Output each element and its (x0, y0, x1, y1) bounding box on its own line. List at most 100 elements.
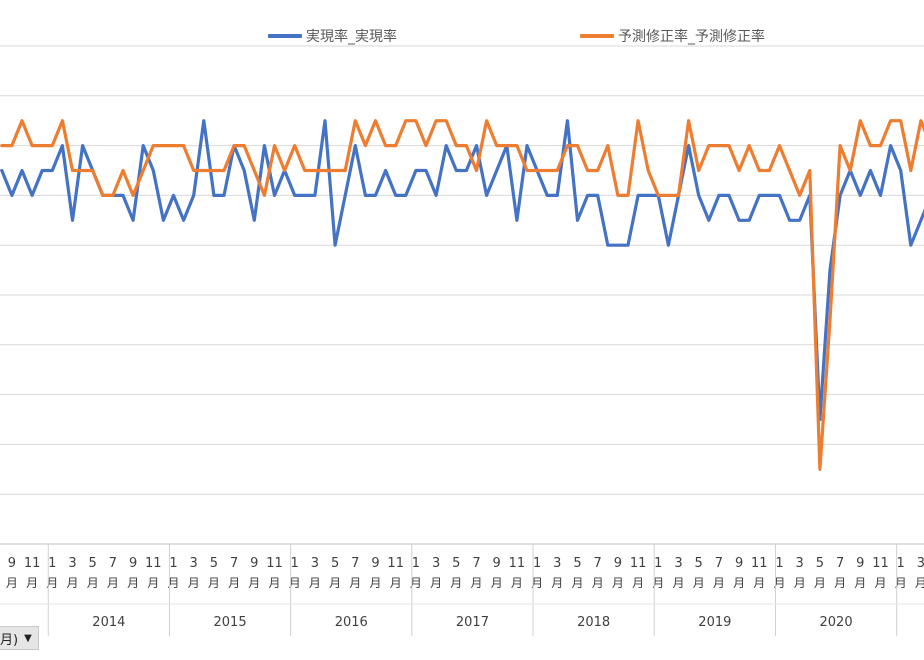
month-suffix-label: 月 (531, 576, 543, 590)
month-tick-label: 9 (614, 556, 622, 571)
month-suffix-label: 月 (592, 576, 604, 590)
legend-swatch-actual (268, 34, 302, 38)
month-tick-label: 7 (715, 556, 723, 571)
month-tick-label: 3 (917, 556, 924, 571)
month-suffix-label: 月 (571, 576, 583, 590)
month-suffix-label: 月 (794, 576, 806, 590)
month-suffix-label: 月 (369, 576, 381, 590)
month-tick-label: 7 (594, 556, 602, 571)
month-tick-label: 1 (412, 556, 420, 571)
month-tick-label: 11 (509, 556, 526, 571)
month-tick-label: 1 (775, 556, 783, 571)
month-suffix-label: 月 (450, 576, 462, 590)
month-suffix-label: 月 (66, 576, 78, 590)
month-tick-label: 7 (351, 556, 359, 571)
month-suffix-label: 月 (147, 576, 159, 590)
month-tick-label: 9 (129, 556, 137, 571)
series-line-forecast (0, 119, 924, 471)
month-tick-label: 3 (674, 556, 682, 571)
legend-item-actual: 実現率_実現率 (268, 26, 397, 46)
year-label: 2015 (214, 615, 247, 630)
month-tick-label: 11 (145, 556, 162, 571)
month-tick-label: 3 (553, 556, 561, 571)
month-tick-label: 1 (48, 556, 56, 571)
month-suffix-label: 月 (107, 576, 119, 590)
month-tick-label: 1 (897, 556, 905, 571)
month-suffix-label: 月 (491, 576, 503, 590)
month-tick-label: 7 (836, 556, 844, 571)
month-suffix-label: 月 (410, 576, 422, 590)
month-tick-label: 3 (68, 556, 76, 571)
month-suffix-label: 月 (713, 576, 725, 590)
month-suffix-label: 月 (268, 576, 280, 590)
month-suffix-label: 月 (773, 576, 785, 590)
year-label: 2018 (577, 615, 610, 630)
month-suffix-label: 月 (127, 576, 139, 590)
month-tick-label: 11 (630, 556, 647, 571)
month-tick-label: 9 (735, 556, 743, 571)
month-tick-label: 9 (8, 556, 16, 571)
month-tick-label: 5 (210, 556, 218, 571)
month-suffix-label: 月 (390, 576, 402, 590)
year-label: 2016 (335, 615, 368, 630)
plot-area (0, 119, 924, 471)
month-suffix-label: 月 (672, 576, 684, 590)
month-suffix-label: 月 (511, 576, 523, 590)
year-label: 2017 (456, 615, 489, 630)
month-tick-label: 3 (796, 556, 804, 571)
legend-item-forecast: 予測修正率_予測修正率 (580, 26, 765, 46)
legend-swatch-forecast (580, 34, 614, 38)
month-tick-label: 5 (452, 556, 460, 571)
month-suffix-label: 月 (733, 576, 745, 590)
month-tick-label: 5 (331, 556, 339, 571)
series-line-actual (0, 119, 924, 422)
month-tick-label: 5 (89, 556, 97, 571)
gridlines (0, 45, 924, 495)
month-suffix-label: 月 (309, 576, 321, 590)
month-tick-label: 7 (109, 556, 117, 571)
month-suffix-label: 月 (87, 576, 99, 590)
month-suffix-label: 月 (349, 576, 361, 590)
month-suffix-label: 月 (430, 576, 442, 590)
month-tick-label: 3 (432, 556, 440, 571)
month-tick-label: 1 (169, 556, 177, 571)
month-suffix-label: 月 (652, 576, 664, 590)
month-tick-label: 1 (654, 556, 662, 571)
month-suffix-label: 月 (632, 576, 644, 590)
month-tick-label: 7 (230, 556, 238, 571)
month-tick-label: 9 (856, 556, 864, 571)
month-suffix-label: 月 (915, 576, 924, 590)
month-tick-label: 1 (533, 556, 541, 571)
field-filter-button[interactable]: 月) ▼ (0, 626, 39, 650)
legend: 実現率_実現率 予測修正率_予測修正率 (0, 26, 924, 48)
month-suffix-label: 月 (895, 576, 907, 590)
month-tick-label: 5 (573, 556, 581, 571)
month-tick-label: 9 (250, 556, 258, 571)
month-tick-label: 9 (493, 556, 501, 571)
month-tick-label: 11 (751, 556, 768, 571)
month-suffix-label: 月 (248, 576, 260, 590)
month-suffix-label: 月 (188, 576, 200, 590)
month-suffix-label: 月 (167, 576, 179, 590)
field-filter-label: 月) (0, 632, 19, 648)
category-axis: 9月11月1月20143月5月7月9月11月1月20153月5月7月9月11月1… (0, 543, 924, 636)
month-tick-label: 5 (816, 556, 824, 571)
month-suffix-label: 月 (753, 576, 765, 590)
month-suffix-label: 月 (46, 576, 58, 590)
month-suffix-label: 月 (693, 576, 705, 590)
month-tick-label: 1 (291, 556, 299, 571)
month-suffix-label: 月 (208, 576, 220, 590)
dropdown-arrow-icon: ▼ (24, 632, 32, 644)
month-tick-label: 3 (311, 556, 319, 571)
month-suffix-label: 月 (470, 576, 482, 590)
month-tick-label: 11 (387, 556, 404, 571)
month-tick-label: 11 (872, 556, 889, 571)
month-suffix-label: 月 (228, 576, 240, 590)
month-tick-label: 11 (24, 556, 41, 571)
month-suffix-label: 月 (814, 576, 826, 590)
month-suffix-label: 月 (6, 576, 18, 590)
year-label: 2019 (698, 615, 731, 630)
month-suffix-label: 月 (612, 576, 624, 590)
month-suffix-label: 月 (874, 576, 886, 590)
